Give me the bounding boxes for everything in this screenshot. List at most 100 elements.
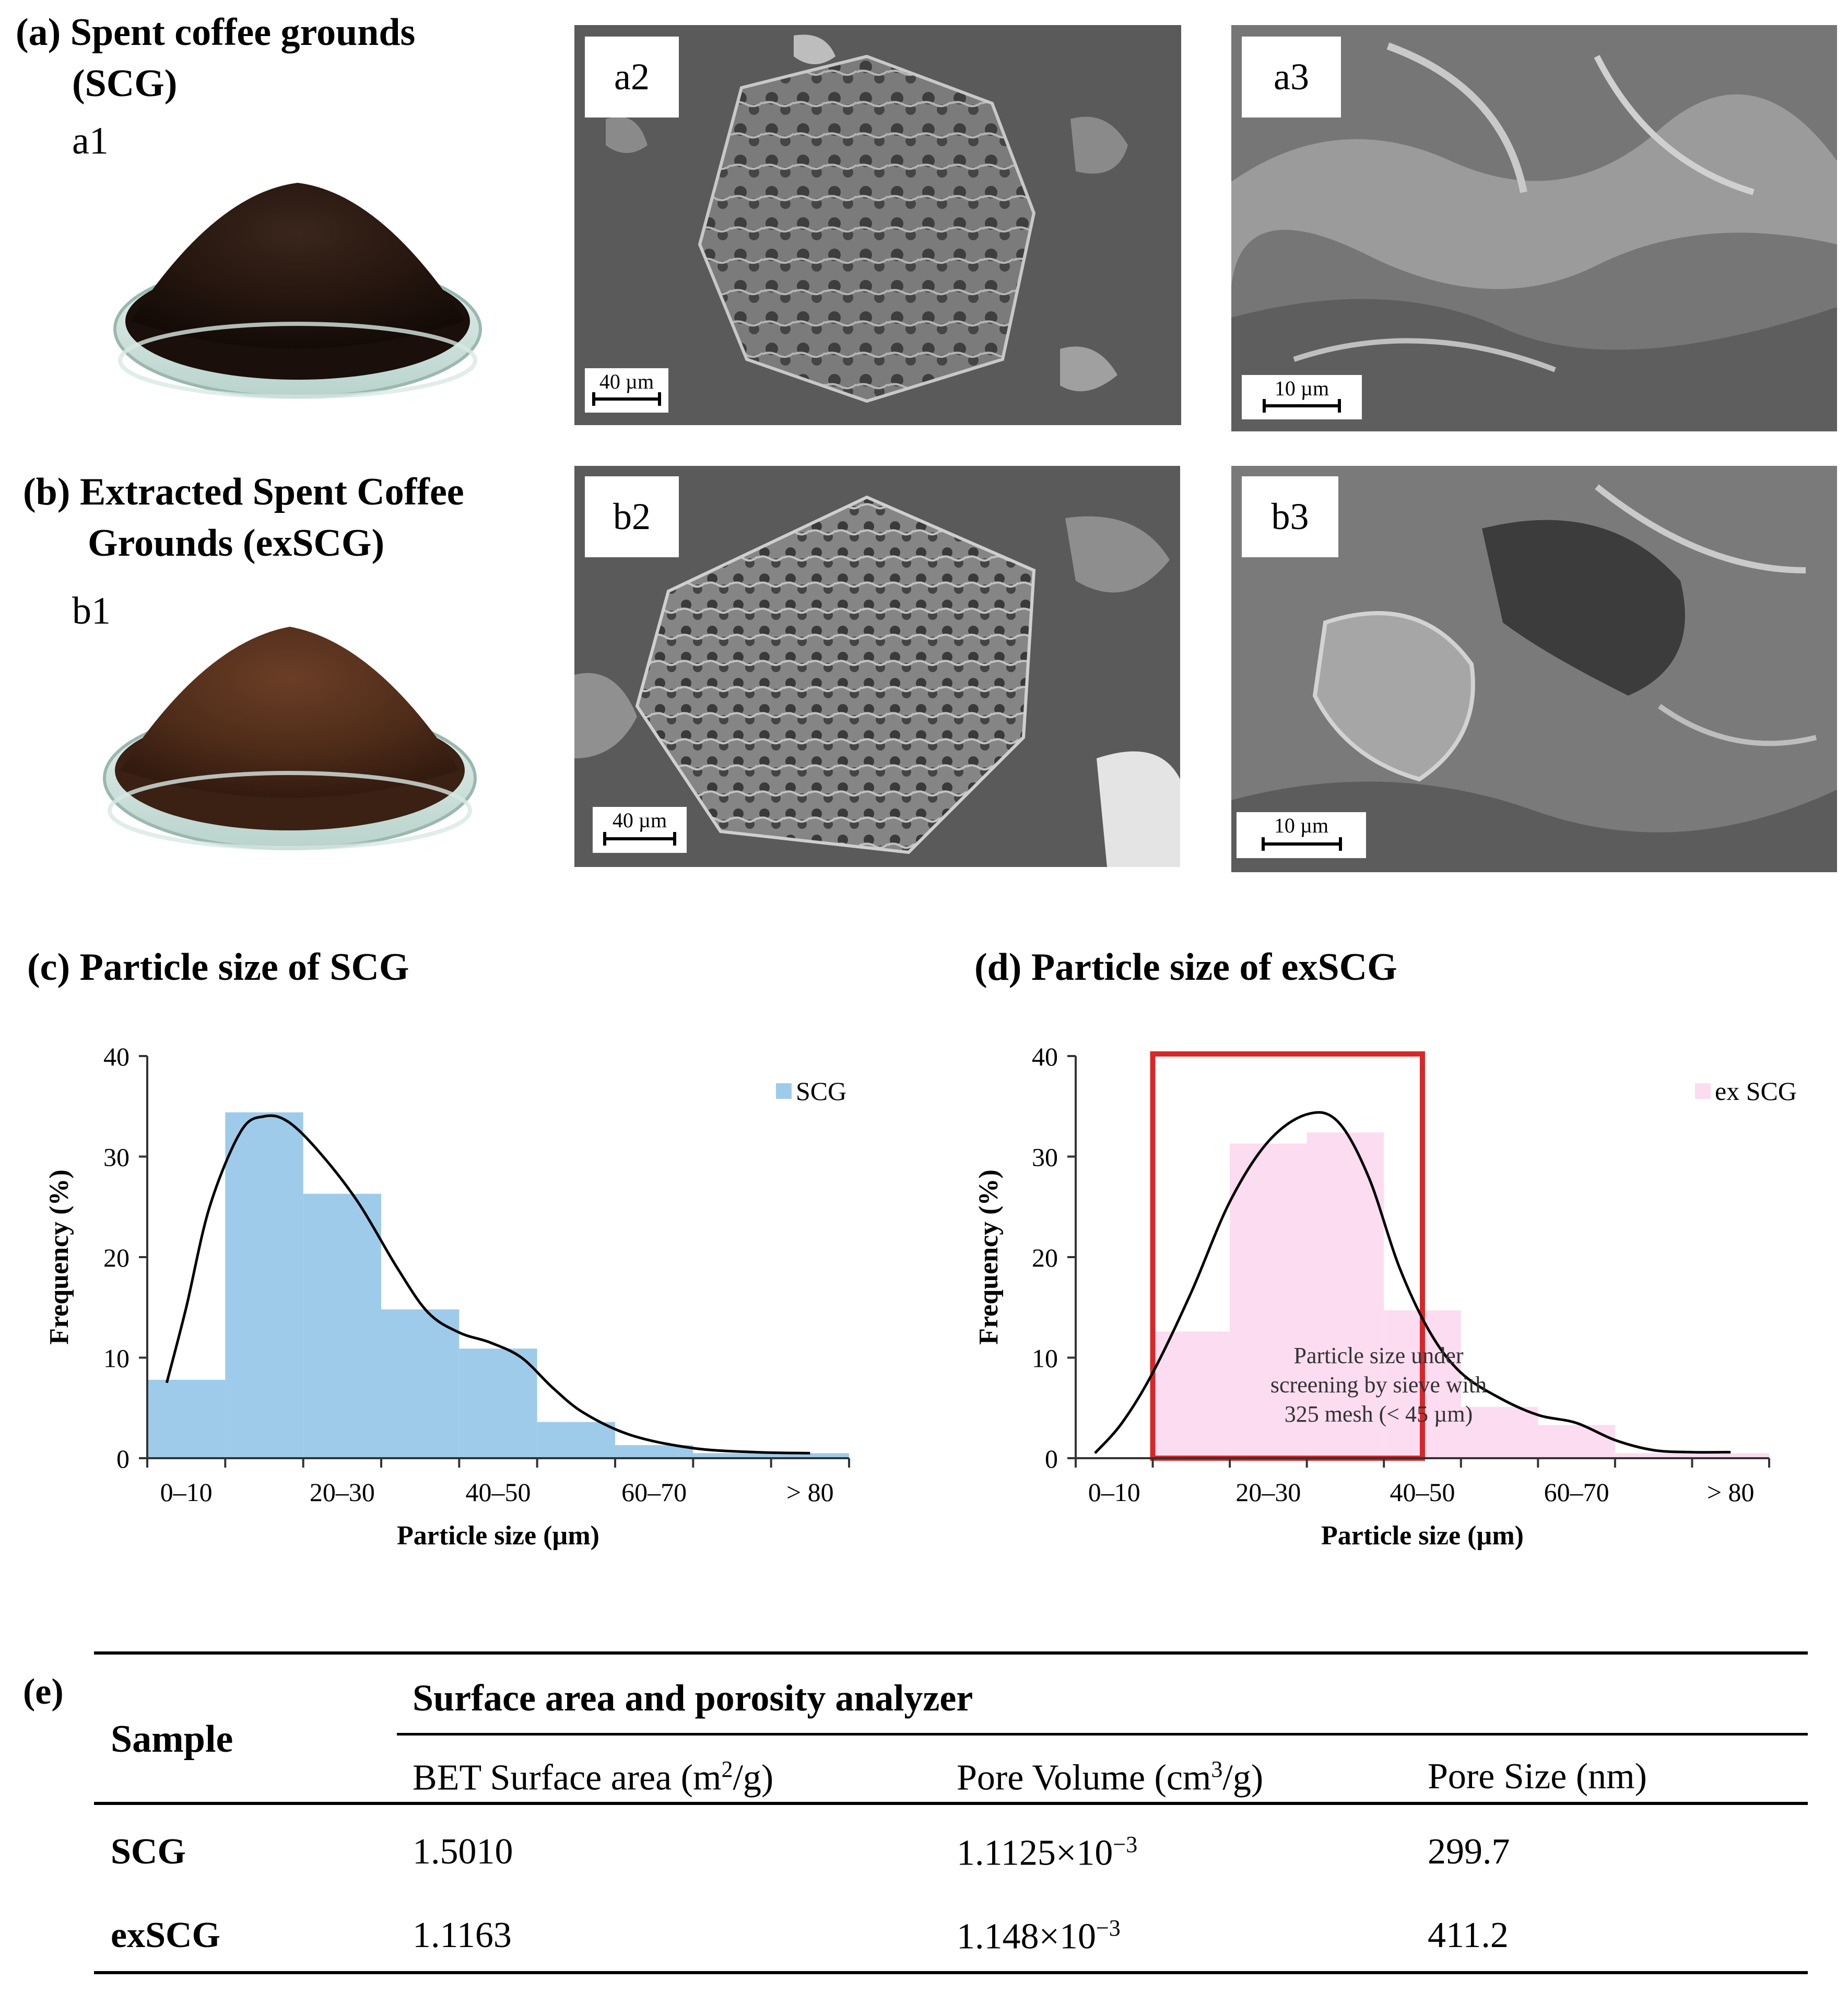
y-tick-label: 40 [103,1042,130,1071]
x-tick-label: > 80 [786,1478,834,1507]
distribution-fit-curve [165,1114,810,1455]
histogram-bar [381,1309,460,1458]
y-tick-label: 30 [103,1143,130,1172]
table-row-bet: 1.1163 [413,1915,512,1955]
volume-header-unit: /g) [1222,1757,1264,1798]
panel-a2-label-text: a2 [614,56,650,98]
histogram-bar [459,1349,537,1458]
legend-swatch [776,1083,792,1099]
x-tick-label: 0–10 [1088,1478,1140,1507]
panel-a-title-sample: (SCG) [72,62,178,105]
x-tick-label: 20–30 [310,1478,375,1507]
y-axis-label: Frequency (%) [44,1169,74,1345]
volume-header-text: Pore Volume (cm [957,1757,1211,1798]
table-bottom-rule [94,1971,1808,1974]
scale-bar-text: 40 µm [599,370,654,393]
scale-bar-text: 10 µm [1274,377,1329,400]
table-row-sample: exSCG [111,1915,220,1955]
table-row-pore-size: 411.2 [1428,1915,1509,1955]
chart-c-svg: 0 10 20 30 40 0–10 20–30 40–50 60–70 > 80 Particle… [44,1042,850,1551]
x-tick-label: 40–50 [1390,1478,1455,1507]
panel-e-label: (e) [23,1672,64,1712]
histogram-bar [303,1193,381,1458]
table-header-bet: BET Surface area (m2/g) [413,1756,773,1799]
panel-b3-label: b3 [1242,476,1338,557]
y-tick-label: 40 [1032,1042,1058,1071]
legend-swatch [1695,1083,1711,1099]
scg-powder-photo [110,172,486,407]
y-tick-label: 10 [1032,1344,1058,1373]
panel-a3-label: a3 [1242,37,1341,118]
volume-value: 1.1125×10 [957,1833,1113,1873]
scale-bar-40um-b2: 40 µm [593,807,687,853]
scale-bar-text: 10 µm [1274,814,1329,837]
panel-b1-label: b1 [72,590,111,632]
histogram-bar [1230,1143,1307,1458]
y-tick-label: 20 [103,1243,130,1272]
table-row-bet: 1.5010 [413,1832,513,1872]
chart-c: 0 10 20 30 40 0–10 20–30 40–50 60–70 > 80 Particle… [31,1029,867,1562]
x-tick-label: > 80 [1707,1478,1755,1507]
scg-sem-image-10um [1231,25,1837,431]
panel-b3-label-text: b3 [1271,496,1309,537]
panel-b-title-sample: Grounds (exSCG) [88,522,385,565]
x-tick-label: 40–50 [466,1478,531,1507]
x-axis-label: Particle size (µm) [1321,1521,1524,1551]
table-header-group: Surface area and porosity analyzer [413,1677,973,1719]
table-header-sample: Sample [111,1718,233,1761]
histogram-bar [693,1453,771,1458]
volume-header-sup: 3 [1211,1756,1223,1782]
table-row-pore-volume: 1.1125×10−3 [957,1831,1137,1874]
table-header-pore-size: Pore Size (nm) [1428,1756,1647,1797]
y-tick-label: 30 [1032,1143,1058,1172]
table-group-rule [397,1733,1808,1736]
scale-bar-text: 40 µm [612,808,667,832]
histogram-bar [1152,1331,1230,1458]
x-tick-label: 20–30 [1235,1478,1301,1507]
scale-bar-10um-a3: 10 µm [1242,375,1362,419]
y-tick-label: 0 [1045,1444,1058,1473]
panel-b2-label-text: b2 [613,496,651,537]
exscg-sem-image-40um [574,466,1180,867]
annotation-text: Particle size under [1294,1343,1464,1368]
volume-exponent: −3 [1113,1832,1138,1857]
histogram-bar [1615,1453,1692,1458]
x-axis-label: Particle size (µm) [397,1521,599,1551]
x-tick-label: 60–70 [1544,1478,1609,1507]
table-header-pore-volume: Pore Volume (cm3/g) [957,1756,1263,1799]
bet-header-sup: 2 [721,1756,733,1782]
y-tick-label: 20 [1032,1243,1058,1272]
table-top-rule [94,1651,1808,1655]
chart-c-title: (c) Particle size of SCG [27,946,409,989]
scale-bar-40um-a2: 40 µm [585,368,668,413]
chart-d-svg: 0 10 20 30 40 0–10 20–30 40–50 60–70 > 80 Particle… [974,1042,1797,1551]
x-tick-label: 60–70 [621,1478,687,1507]
bet-header-unit: /g) [733,1757,774,1798]
bet-header-text: BET Surface area (m [413,1757,722,1798]
histogram-bar [225,1112,303,1458]
panel-a3-label-text: a3 [1274,56,1309,98]
panel-b2-label: b2 [585,476,679,557]
panel-a1-label: a1 [72,120,109,162]
histogram-bar [537,1422,615,1458]
volume-value: 1.148×10 [957,1916,1096,1957]
histogram-bar [1461,1406,1538,1458]
y-tick-label: 0 [116,1444,130,1473]
table-header-rule [94,1802,1808,1805]
annotation-text: 325 mesh (< 45 µm) [1285,1401,1473,1427]
y-tick-label: 10 [103,1344,130,1373]
panel-a-title: (a) Spent coffee grounds [16,11,416,54]
y-axis-label: Frequency (%) [974,1169,1004,1345]
panel-b-title: (b) Extracted Spent Coffee [23,471,464,513]
table-row-pore-volume: 1.148×10−3 [957,1915,1121,1957]
histogram-bar [771,1453,849,1458]
volume-exponent: −3 [1096,1915,1121,1941]
table-row-sample: SCG [111,1832,186,1872]
exscg-powder-photo [99,606,480,857]
histogram-bar [1538,1425,1615,1458]
legend-label: SCG [796,1076,846,1106]
scale-bar-10um-b3: 10 µm [1237,812,1366,858]
table-row-pore-size: 299.7 [1428,1832,1510,1872]
histogram-bar [147,1379,226,1458]
chart-d-title: (d) Particle size of exSCG [974,946,1397,989]
